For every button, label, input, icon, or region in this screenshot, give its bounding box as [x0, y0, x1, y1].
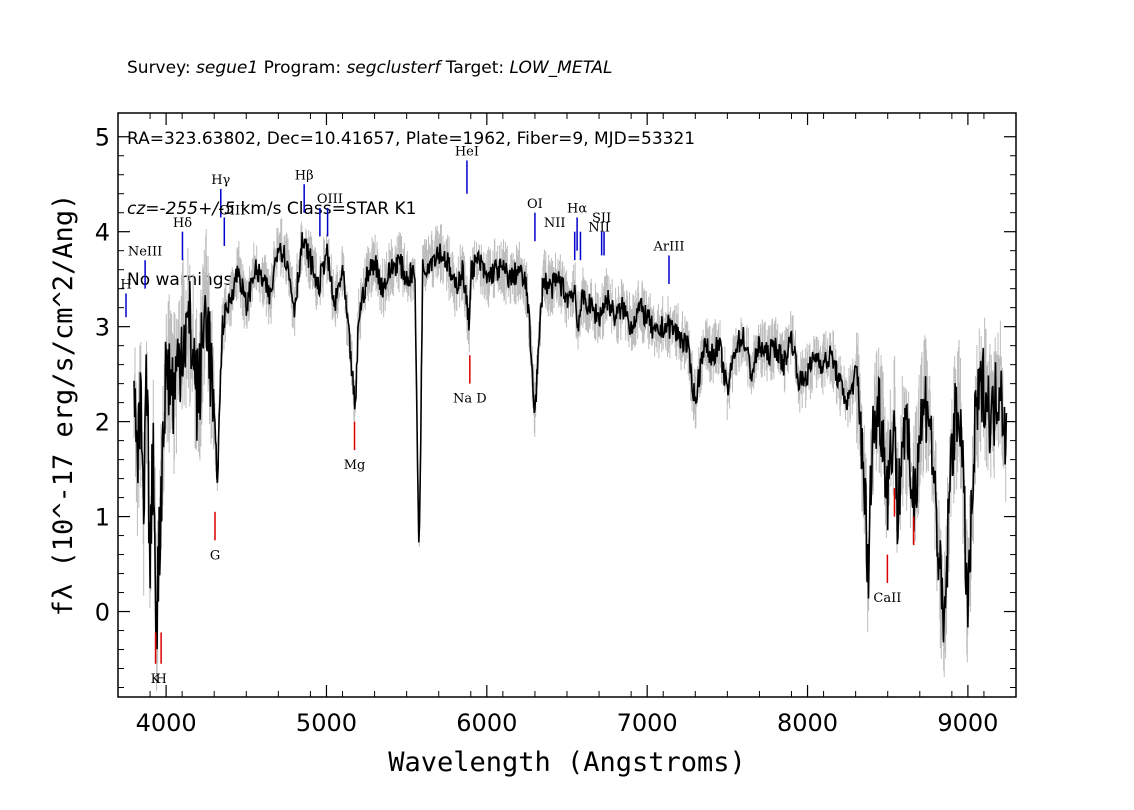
program-value: segclusterf — [346, 58, 441, 78]
spectral-line-markers: HNeIIIHδHγOIIIHβOIIIHeIOINIIHαSIINIIArII… — [120, 145, 915, 687]
line-label-10: NII — [544, 216, 566, 231]
line-label-17: H — [155, 672, 166, 687]
spectrum-header: Survey: segue1 Program: segclusterf Targ… — [127, 10, 695, 316]
line-label-8: HeI — [455, 145, 479, 160]
y-tick-label-0: 0 — [95, 599, 110, 627]
line-label-15: ArIII — [652, 240, 684, 255]
line-label-2: Hδ — [173, 216, 192, 231]
spectrum-series — [133, 232, 1008, 650]
line-label-19: Mg — [344, 458, 366, 473]
line-label-1: NeIII — [128, 244, 162, 259]
line-label-14: NII — [588, 221, 610, 236]
x-tick-label-5: 9000 — [937, 709, 998, 737]
line-label-21: CaII — [873, 591, 901, 606]
y-tick-label-1: 1 — [95, 504, 110, 532]
x-tick-label-4: 8000 — [777, 709, 838, 737]
line-label-11: Hα — [567, 202, 587, 217]
cz-value: -255+/-5 — [159, 199, 236, 219]
line-label-3: Hγ — [211, 173, 230, 188]
y-tick-label-2: 2 — [95, 409, 110, 437]
line-label-9: OI — [527, 197, 543, 212]
x-tick-label-3: 7000 — [617, 709, 678, 737]
survey-value: segue1 — [196, 58, 259, 78]
line-label-0: H — [120, 278, 131, 293]
header-line-survey: Survey: segue1 Program: segclusterf Targ… — [127, 58, 613, 78]
target-value: LOW_METAL — [509, 58, 613, 78]
noise-band — [133, 218, 1007, 691]
x-tick-label-0: 4000 — [136, 709, 197, 737]
y-tick-label-3: 3 — [95, 314, 110, 342]
line-label-20: Na D — [453, 392, 487, 407]
y-tick-label-4: 4 — [95, 219, 110, 247]
line-label-6: OIII — [317, 192, 343, 207]
line-label-5: Hβ — [295, 168, 314, 183]
spectrum-line — [133, 232, 1008, 650]
line-label-16: K — [151, 672, 161, 687]
header-line-warnings: No warnings. — [127, 269, 238, 290]
y-axis-title: fλ (10^-17 erg/s/cm^2/Ang) — [48, 194, 79, 617]
line-label-13: SII — [592, 211, 611, 226]
header-line-coords: RA=323.63802, Dec=10.41657, Plate=1962, … — [127, 128, 696, 149]
x-tick-label-2: 6000 — [456, 709, 517, 737]
x-axis-title: Wavelength (Angstroms) — [388, 747, 746, 778]
axis-ticks: 4000 5000 6000 7000 8000 9000 0 1 2 3 4 5 — [95, 113, 1017, 737]
y-tick-label-5: 5 — [95, 124, 110, 152]
header-line-redshift: cz=-255+/-5 km/s Class=STAR K1 — [127, 199, 417, 219]
line-label-4: OIII — [219, 204, 245, 219]
x-tick-label-1: 5000 — [296, 709, 357, 737]
line-label-18: G — [210, 548, 220, 563]
noise-band-path — [133, 218, 1007, 691]
